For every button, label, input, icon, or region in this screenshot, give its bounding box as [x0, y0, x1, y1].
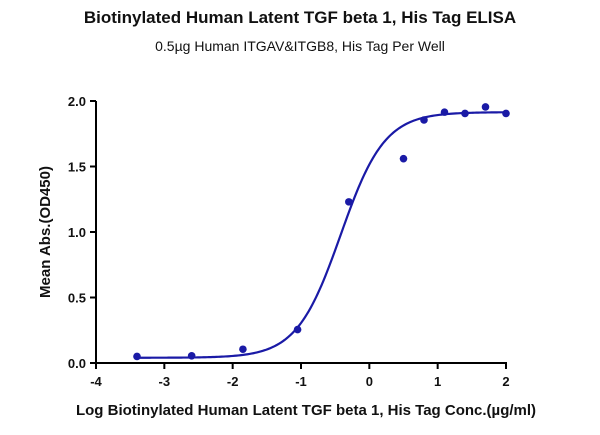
x-tick-label: -1	[295, 374, 307, 389]
data-point	[293, 325, 302, 334]
y-tick-label: 0.5	[68, 291, 86, 306]
chart-title: Biotinylated Human Latent TGF beta 1, Hi…	[83, 8, 517, 27]
y-tick-label: 1.5	[68, 160, 86, 175]
data-point	[481, 103, 490, 111]
x-tick-label: -3	[159, 374, 171, 389]
data-point	[133, 352, 141, 361]
x-axis-label: Log Biotinylated Human Latent TGF beta 1…	[76, 402, 536, 419]
x-tick-label: -4	[90, 374, 102, 389]
x-tick-label: 0	[366, 374, 373, 389]
data-point	[420, 116, 428, 124]
y-tick-label: 1.0	[68, 225, 86, 240]
data-point	[502, 109, 510, 118]
x-tick-label: -2	[227, 374, 239, 389]
x-tick-label: 2	[502, 374, 509, 389]
data-point	[440, 108, 449, 116]
y-axis-label: Mean Abs.(OD450)	[37, 166, 54, 298]
y-tick-label: 2.0	[68, 94, 86, 109]
data-point	[187, 351, 196, 360]
x-tick-label: 1	[434, 374, 441, 389]
fit-curve	[136, 111, 507, 359]
data-point	[461, 109, 469, 118]
data-point	[239, 345, 247, 354]
chart-subtitle: 0.5µg Human ITGAV&ITGB8, His Tag Per Wel…	[155, 38, 445, 54]
y-tick-label: 0.0	[68, 356, 86, 371]
data-point	[399, 154, 408, 163]
data-point	[345, 198, 353, 206]
